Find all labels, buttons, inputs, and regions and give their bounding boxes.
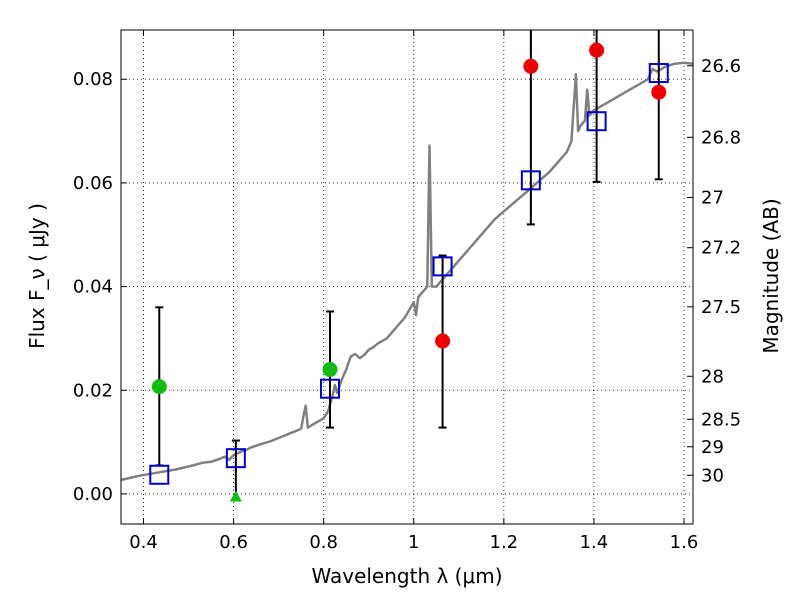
x-tick-label: 1.6 [670, 532, 699, 553]
synthetic-photometry-point [586, 111, 607, 132]
detections-point [589, 42, 605, 58]
synthetic-photometry-point [648, 63, 669, 84]
low-significance-point [322, 362, 338, 378]
y-tick-label: 0.00 [73, 484, 113, 505]
x-axis-title: Wavelength λ (μm) [311, 564, 502, 588]
y-axis-title: Flux F_ν ( μJy ) [25, 203, 49, 349]
right-tick-label: 26.6 [701, 56, 741, 77]
y-tick-label: 0.02 [73, 380, 113, 401]
low-significance-point [151, 379, 167, 395]
synthetic-photometry-point [319, 378, 340, 399]
x-tick-label: 0.4 [129, 532, 158, 553]
right-tick-label: 27.2 [701, 238, 741, 259]
ticks-layer [121, 30, 693, 524]
right-tick-label: 27 [701, 187, 724, 208]
y-tick-label: 0.04 [73, 277, 113, 298]
synthetic-photometry-point [432, 256, 453, 277]
grid-layer [121, 30, 693, 524]
right-tick-label: 26.8 [701, 127, 741, 148]
x-tick-label: 1.2 [490, 532, 519, 553]
y-tick-label: 0.06 [73, 173, 113, 194]
synthetic-photometry-point [149, 464, 170, 485]
y-tick-label: 0.08 [73, 69, 113, 90]
x-tick-label: 1.4 [580, 532, 609, 553]
right-tick-label: 27.5 [701, 297, 741, 318]
detections-point [523, 58, 539, 74]
right-tick-label: 30 [701, 465, 724, 486]
tick-labels-layer: 0.4 0.6 0.8 1 1.2 1.4 1.6 0.00 0.02 0.04 0.06 0.08 2… [73, 56, 741, 553]
right-tick-label: 28 [701, 366, 724, 387]
right-axis-title: Magnitude (AB) [759, 198, 783, 353]
x-tick-label: 0.6 [219, 532, 248, 553]
right-tick-label: 28.5 [701, 409, 741, 430]
x-tick-label: 1 [408, 532, 419, 553]
detections-point [435, 333, 451, 349]
x-tick-label: 0.8 [309, 532, 338, 553]
plot-frame [120, 29, 694, 525]
spectrum-layer [120, 61, 694, 482]
marker-layer [149, 42, 669, 502]
synthetic-photometry-point [520, 170, 541, 191]
detections-point [651, 84, 667, 100]
non-detection-point [229, 490, 242, 502]
model-spectrum-line [120, 61, 694, 482]
synthetic-photometry-point [225, 448, 246, 469]
right-tick-label: 29 [701, 437, 724, 458]
